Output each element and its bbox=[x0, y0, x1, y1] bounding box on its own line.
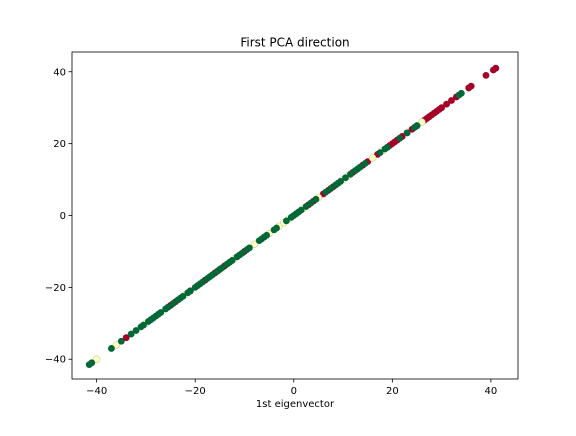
data-point-green bbox=[356, 163, 364, 171]
y-tick-label: 0 bbox=[60, 211, 66, 222]
data-point-green bbox=[228, 257, 236, 264]
y-tick-label: 40 bbox=[53, 67, 66, 78]
y-tick-label: −20 bbox=[45, 283, 66, 294]
data-point-green bbox=[117, 337, 125, 345]
data-point-green bbox=[179, 292, 187, 300]
data-point-green bbox=[337, 177, 344, 185]
data-point-green bbox=[186, 287, 194, 295]
y-tick-label: 20 bbox=[53, 139, 66, 150]
data-point-green bbox=[246, 244, 253, 252]
data-point-green bbox=[396, 134, 404, 142]
x-tick-label: 40 bbox=[485, 386, 498, 397]
chart-title: First PCA direction bbox=[240, 36, 349, 50]
data-point-green bbox=[297, 206, 305, 214]
data-point-red bbox=[482, 71, 490, 79]
data-point-green bbox=[342, 174, 349, 182]
data-point-green bbox=[327, 185, 335, 192]
y-tick-label: −40 bbox=[45, 355, 66, 366]
plot-area bbox=[71, 51, 519, 380]
data-point-green bbox=[322, 188, 330, 196]
x-tick-label: −40 bbox=[86, 386, 107, 397]
data-point-red bbox=[465, 84, 473, 92]
data-point-cream bbox=[418, 118, 426, 126]
data-point-green bbox=[302, 203, 310, 210]
data-point-green bbox=[273, 224, 280, 232]
data-point-green bbox=[199, 278, 207, 286]
data-point-cream bbox=[112, 341, 121, 349]
data-point-red bbox=[489, 66, 497, 74]
data-point-green bbox=[132, 327, 140, 334]
data-point-green bbox=[361, 160, 369, 167]
scatter-points bbox=[85, 64, 500, 369]
data-point-red bbox=[443, 100, 450, 108]
data-point-green bbox=[169, 300, 177, 307]
data-point-green bbox=[413, 122, 421, 130]
data-point-cream bbox=[368, 154, 377, 162]
data-point-green bbox=[457, 89, 465, 97]
data-point-cream bbox=[250, 240, 259, 248]
data-point-green bbox=[238, 249, 246, 257]
data-point-green bbox=[108, 345, 115, 352]
data-point-green bbox=[164, 303, 172, 311]
data-point-red bbox=[122, 334, 130, 342]
data-point-green bbox=[209, 271, 216, 279]
y-axis: −40 −20 0 20 40 bbox=[45, 67, 72, 366]
x-tick-label: 0 bbox=[291, 386, 297, 397]
data-point-cream bbox=[92, 355, 101, 363]
data-point-green bbox=[376, 149, 384, 157]
data-point-green bbox=[157, 309, 165, 316]
data-point-green bbox=[307, 199, 315, 207]
data-point-green bbox=[312, 195, 320, 203]
data-point-green bbox=[282, 217, 290, 225]
x-tick-label: −20 bbox=[185, 386, 206, 397]
x-tick-label: 20 bbox=[386, 386, 399, 397]
data-point-red bbox=[448, 97, 455, 104]
data-point-green bbox=[347, 170, 354, 178]
data-point-green bbox=[127, 330, 135, 338]
data-point-green bbox=[218, 264, 226, 271]
data-point-green bbox=[88, 359, 96, 367]
data-point-green bbox=[140, 321, 147, 329]
x-axis: −40 −20 0 20 40 bbox=[86, 379, 497, 397]
data-point-green bbox=[403, 129, 411, 137]
x-axis-label: 1st eigenvector bbox=[256, 399, 335, 410]
data-point-green bbox=[384, 143, 391, 151]
data-point-green bbox=[263, 231, 271, 239]
